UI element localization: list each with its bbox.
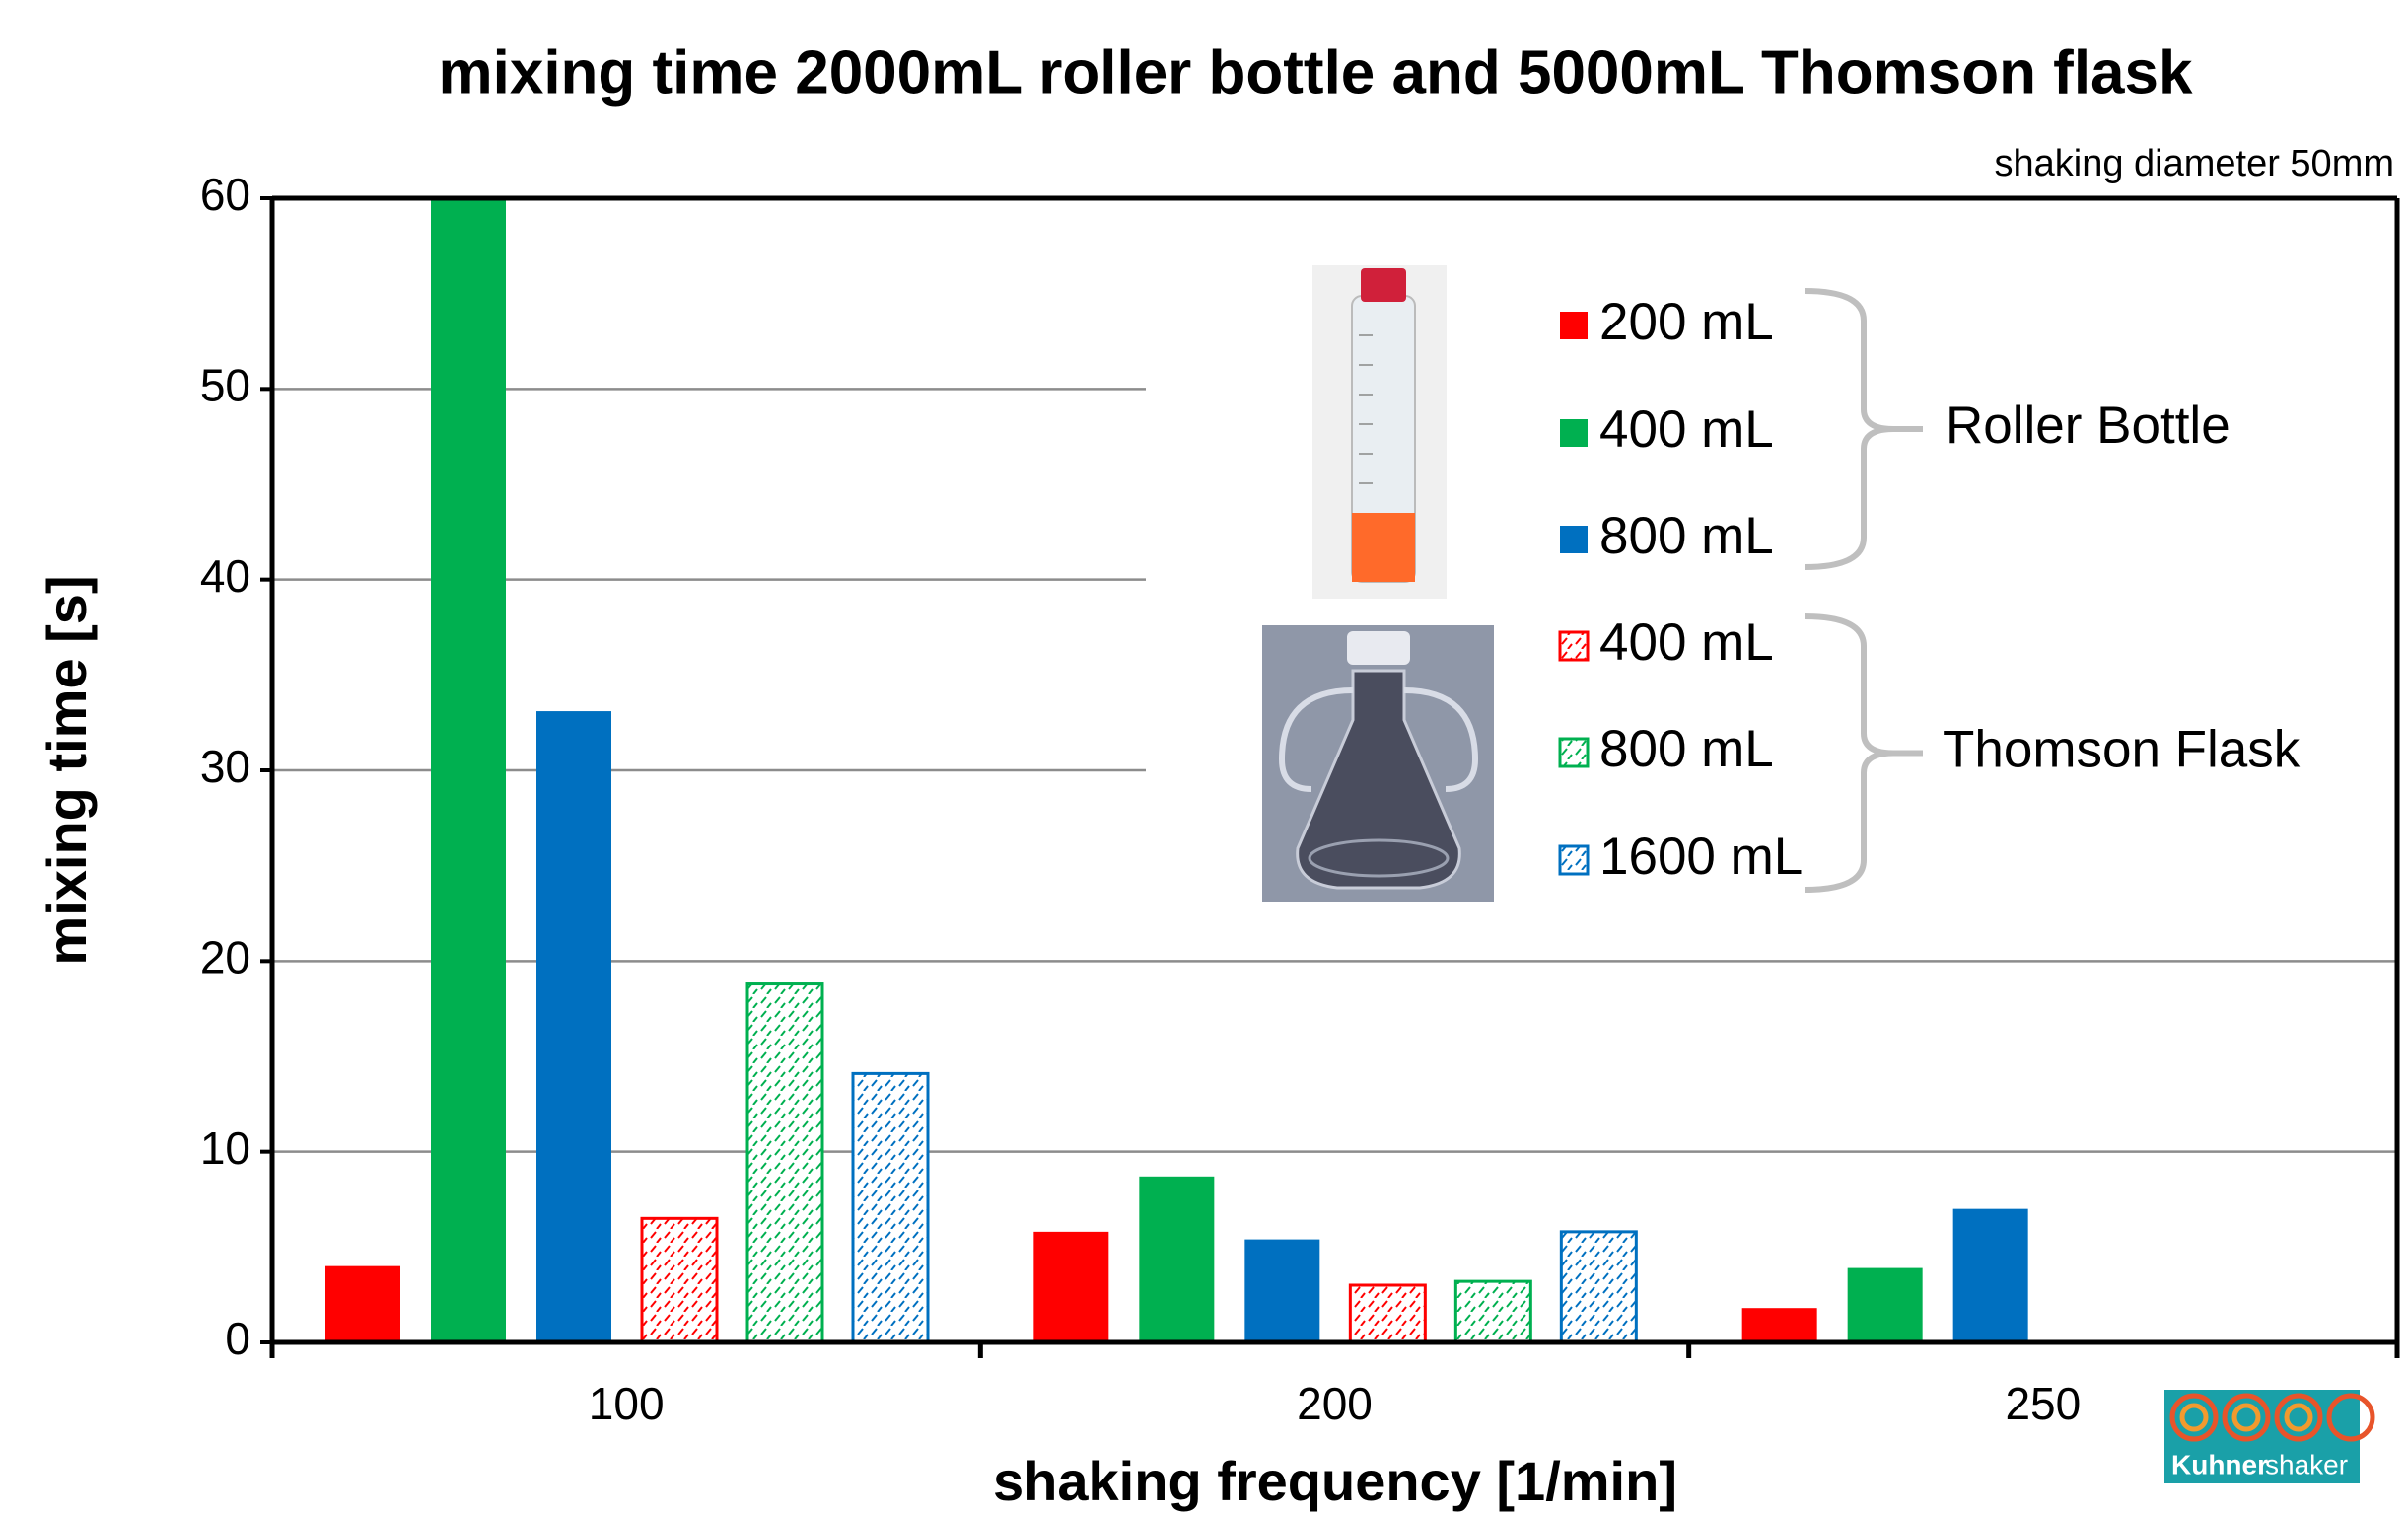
bar — [1741, 1308, 1817, 1342]
legend-label: 800 mL — [1599, 720, 1774, 778]
x-tick-label: 250 — [2005, 1378, 2081, 1429]
y-tick-label: 30 — [200, 741, 250, 792]
chart-title: mixing time 2000mL roller bottle and 500… — [438, 38, 2193, 107]
bar — [431, 198, 506, 1342]
y-tick-label: 0 — [225, 1313, 250, 1364]
bar — [1139, 1176, 1215, 1342]
bar — [1847, 1267, 1923, 1342]
legend-label: 1600 mL — [1599, 828, 1803, 886]
bar — [536, 711, 611, 1342]
bar — [1033, 1231, 1109, 1342]
y-tick-label: 50 — [200, 359, 250, 410]
bar — [640, 1216, 719, 1344]
chart-subtitle: shaking diameter 50mm — [1994, 143, 2394, 184]
legend-swatch — [1558, 844, 1590, 876]
legend-bracket — [1804, 288, 1923, 570]
legend-swatch — [1558, 737, 1590, 768]
legend-label: 200 mL — [1599, 293, 1774, 351]
bar — [1559, 1230, 1638, 1344]
bar — [851, 1071, 930, 1344]
bar — [1952, 1208, 2028, 1342]
thomson-flask-image — [1262, 625, 1494, 902]
bar — [1348, 1283, 1427, 1344]
logo-brand: Kuhner — [2171, 1449, 2268, 1479]
bar — [745, 982, 824, 1344]
bar — [1244, 1239, 1320, 1342]
legend-swatch — [1560, 419, 1588, 447]
bar — [1453, 1279, 1532, 1344]
legend-group-label: Roller Bottle — [1946, 397, 2231, 455]
bar — [325, 1265, 400, 1342]
legend-bracket — [1804, 613, 1923, 893]
legend-label: 400 mL — [1599, 613, 1774, 672]
y-axis-title: mixing time [s] — [35, 575, 98, 965]
y-tick-label: 40 — [200, 550, 250, 602]
logo-product: shaker — [2265, 1449, 2348, 1479]
legend-swatch — [1560, 312, 1588, 339]
x-tick-label: 100 — [589, 1378, 665, 1429]
x-axis-title: shaking frequency [1/min] — [993, 1450, 1677, 1512]
x-tick-label: 200 — [1297, 1378, 1373, 1429]
legend-group-label: Thomson Flask — [1943, 721, 2301, 779]
legend-label: 400 mL — [1599, 400, 1774, 459]
y-tick-label: 10 — [200, 1122, 250, 1174]
legend-swatch — [1560, 526, 1588, 553]
legend-label: 800 mL — [1599, 507, 1774, 565]
legend-swatch — [1558, 630, 1590, 662]
logo: Kuhner shaker — [2164, 1390, 2375, 1483]
roller-bottle-image — [1312, 265, 1447, 599]
y-tick-label: 20 — [200, 931, 250, 982]
y-tick-label: 60 — [200, 169, 250, 220]
